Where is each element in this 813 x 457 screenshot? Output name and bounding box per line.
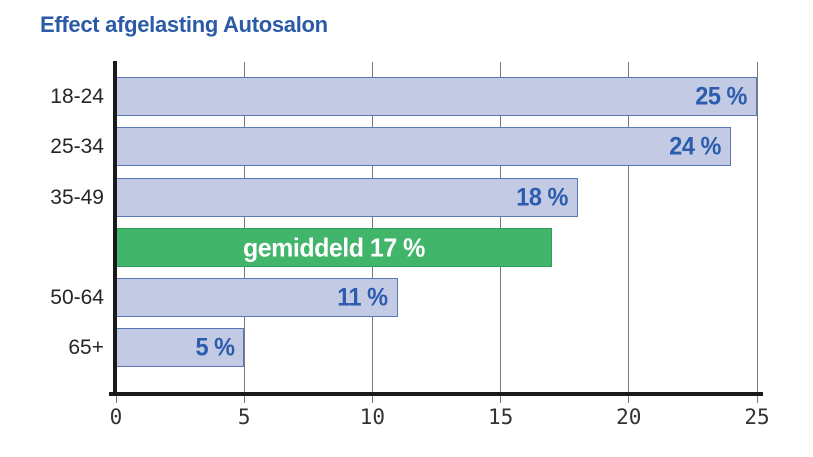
category-label-18-24: 18-24 xyxy=(50,85,104,108)
x-axis-line xyxy=(109,392,763,396)
x-tick-label-20: 20 xyxy=(616,405,642,429)
gridline-x-5 xyxy=(243,62,245,392)
bar-value-label: 5 % xyxy=(195,333,235,361)
x-tick-label-10: 10 xyxy=(359,405,386,429)
bar-50-64: 11 % xyxy=(116,278,399,317)
bar-value-label: gemiddeld 17 % xyxy=(242,232,425,262)
x-tick-label-0: 0 xyxy=(109,405,123,429)
x-tick-5 xyxy=(243,396,245,403)
plot-area: 18-24 25 % 25-34 24 % 35-49 18 % gemiddeld 17 … xyxy=(50,61,770,429)
bar-35-49: 18 % xyxy=(116,178,578,217)
bar-value-label: 18 % xyxy=(515,183,568,211)
y-axis-line xyxy=(113,61,117,396)
bar-18-24: 25 % xyxy=(116,77,757,116)
x-tick-20 xyxy=(628,396,630,403)
gridline-x-10 xyxy=(371,62,373,392)
chart-title: Effect afgelasting Autosalon xyxy=(40,12,328,37)
bar-value-label: 24 % xyxy=(669,132,722,160)
x-tick-25 xyxy=(756,396,758,403)
category-label-50-64: 50-64 xyxy=(50,286,104,309)
bar-average: gemiddeld 17 % xyxy=(116,228,552,267)
x-tick-15 xyxy=(500,396,502,403)
gridline-x-20 xyxy=(628,62,630,392)
category-label-35-49: 35-49 xyxy=(50,186,104,209)
category-label-25-34: 25-34 xyxy=(50,135,104,158)
x-tick-0 xyxy=(115,396,117,403)
bar-value-label: 25 % xyxy=(695,82,747,110)
gridline-x-15 xyxy=(500,62,502,392)
bar-25-34: 24 % xyxy=(116,127,732,166)
category-label-65+: 65+ xyxy=(68,336,104,359)
x-tick-label-5: 5 xyxy=(237,405,251,429)
x-tick-label-25: 25 xyxy=(744,405,770,429)
x-tick-10 xyxy=(371,396,373,403)
gridline-x-25 xyxy=(756,62,758,392)
bar-value-label: 11 % xyxy=(337,283,389,311)
bar-65+: 5 % xyxy=(116,328,245,367)
x-tick-label-15: 15 xyxy=(487,405,514,429)
